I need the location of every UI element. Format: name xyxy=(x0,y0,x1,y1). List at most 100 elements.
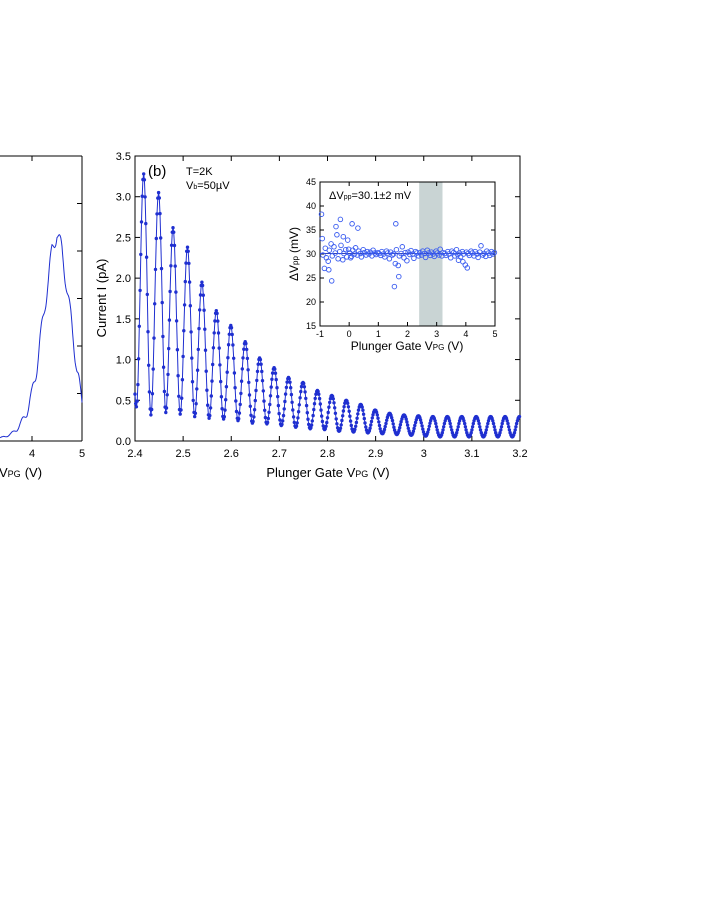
current-data-point xyxy=(234,399,238,403)
current-data-point xyxy=(157,196,161,200)
current-data-point xyxy=(341,414,345,418)
current-data-point xyxy=(483,431,488,435)
current-data-point xyxy=(139,220,144,224)
current-data-point xyxy=(220,407,224,411)
current-data-point xyxy=(290,400,294,404)
inset-data-point xyxy=(363,252,369,258)
current-data-point xyxy=(420,424,424,428)
current-data-point xyxy=(156,190,161,195)
current-data-point xyxy=(160,300,164,305)
current-data-point xyxy=(237,411,242,415)
inset-data-point xyxy=(351,251,358,257)
current-data-point xyxy=(154,236,158,241)
current-data-point xyxy=(282,407,286,411)
current-data-point xyxy=(136,357,141,361)
current-data-point xyxy=(227,332,231,336)
current-data-point xyxy=(219,395,224,399)
current-data-point xyxy=(463,425,468,429)
current-data-point xyxy=(486,421,490,426)
current-data-point xyxy=(305,411,309,415)
current-data-point xyxy=(297,403,301,407)
inset-data-point xyxy=(396,273,402,280)
current-data-point xyxy=(328,400,332,405)
current-data-point xyxy=(161,365,166,369)
current-data-point xyxy=(194,402,198,406)
current-data-point xyxy=(512,431,517,435)
current-data-point xyxy=(200,280,204,284)
current-data-point xyxy=(225,370,229,374)
inset-data-point xyxy=(355,225,361,231)
current-data-point xyxy=(456,425,460,429)
current-data-point xyxy=(239,391,243,396)
current-data-point xyxy=(295,421,299,425)
current-data-point xyxy=(314,392,318,396)
current-data-point xyxy=(284,385,289,390)
main-ytick-label: 2.0 xyxy=(116,273,131,285)
inset-data-point xyxy=(342,246,349,253)
current-data-point xyxy=(173,264,177,268)
current-data-point xyxy=(449,425,453,429)
inset-data-point xyxy=(334,232,340,238)
main-ytick-label: 3.5 xyxy=(116,151,131,163)
current-data-point xyxy=(498,431,502,435)
inset-data-point xyxy=(338,242,344,249)
main-xtick-label: 2.9 xyxy=(368,448,383,460)
current-data-point xyxy=(203,327,207,331)
current-data-point xyxy=(224,398,228,402)
current-data-point xyxy=(384,421,388,426)
inset-data-point xyxy=(386,256,393,262)
inset-data-point xyxy=(372,250,378,256)
inset-data-point xyxy=(391,283,398,290)
inset-xlabel: Plunger Gate VPG (V) xyxy=(351,339,464,353)
current-data-point xyxy=(171,226,175,230)
current-data-point xyxy=(316,389,320,394)
current-data-point xyxy=(255,378,259,383)
current-data-point xyxy=(499,428,503,432)
inset-data-point xyxy=(328,278,335,284)
main-ytick-label: 2.5 xyxy=(116,232,131,244)
current-data-point xyxy=(159,266,164,271)
current-data-point xyxy=(281,419,285,423)
current-data-point xyxy=(196,347,200,352)
inset-xtick-label: -1 xyxy=(316,329,324,339)
inset-data-point xyxy=(333,223,339,230)
current-data-point xyxy=(346,405,351,409)
inset-data-point xyxy=(404,257,410,264)
current-data-point xyxy=(339,423,343,427)
current-data-point xyxy=(477,421,481,426)
current-data-point xyxy=(462,419,466,423)
current-data-point xyxy=(370,416,374,420)
current-data-point xyxy=(137,324,141,328)
inset-xtick-label: 5 xyxy=(492,329,497,339)
current-data-point xyxy=(478,428,483,432)
current-data-point xyxy=(256,362,260,366)
inset-data-point xyxy=(337,216,344,223)
current-data-point xyxy=(142,172,146,176)
current-data-point xyxy=(267,410,271,414)
current-data-point xyxy=(185,245,190,249)
current-data-point xyxy=(348,419,353,423)
current-data-point xyxy=(368,426,372,430)
current-data-point xyxy=(356,412,360,416)
current-data-point xyxy=(276,403,281,408)
current-data-point xyxy=(193,414,197,419)
current-data-point xyxy=(292,420,296,425)
current-data-point xyxy=(411,429,416,433)
panel-label-b: (b) xyxy=(148,163,166,180)
current-data-point xyxy=(307,422,311,427)
current-data-point xyxy=(183,279,187,284)
main-xtick-label: 2.4 xyxy=(127,448,142,460)
current-data-point xyxy=(182,303,187,307)
inset-data-point xyxy=(347,255,354,261)
current-data-point xyxy=(139,252,143,257)
current-data-point xyxy=(289,386,293,390)
current-data-point xyxy=(361,412,366,416)
current-data-point xyxy=(505,419,509,423)
bias-annotation: Vb=50µV xyxy=(186,180,230,192)
inset-data-point xyxy=(480,252,486,258)
current-data-point xyxy=(197,326,201,331)
current-data-point xyxy=(369,423,373,427)
current-data-point xyxy=(218,363,222,367)
current-data-point xyxy=(457,421,461,426)
current-data-point xyxy=(187,261,191,266)
